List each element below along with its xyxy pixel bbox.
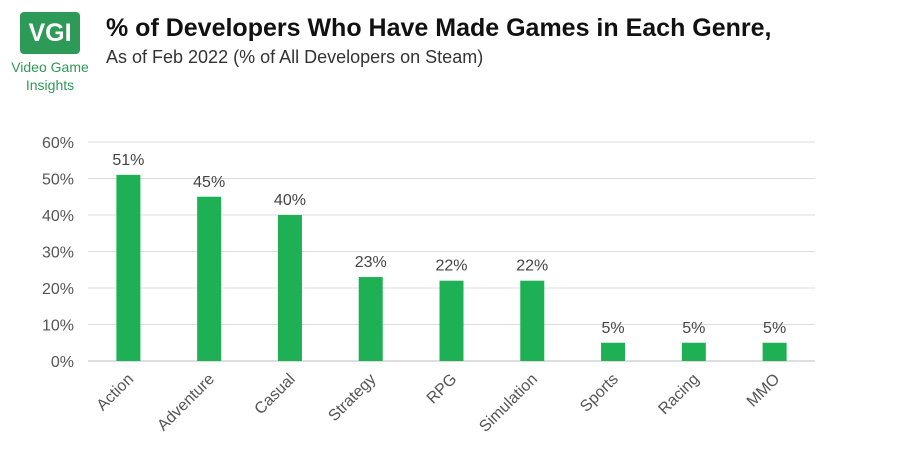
value-label: 5% [601,320,624,337]
chart-subtitle: As of Feb 2022 (% of All Developers on S… [106,47,484,67]
chart-title: % of Developers Who Have Made Games in E… [106,14,772,42]
bar [601,342,626,361]
value-label: 40% [274,192,306,209]
value-label: 23% [355,254,387,271]
bar [762,342,787,361]
bar [277,215,302,361]
bar [197,196,222,361]
value-label: 5% [682,320,705,337]
category-label: Sports [577,371,622,416]
y-tick-label: 60% [42,135,74,152]
y-tick-label: 30% [42,245,74,262]
category-label: MMO [744,371,784,411]
logo-text-line1: Video Game [11,59,89,75]
value-label: 5% [763,320,786,337]
category-label: RPG [424,371,461,408]
value-label: 22% [516,258,548,275]
bar [520,280,545,361]
category-label: Action [94,371,137,414]
bar [681,342,706,361]
category-label: Strategy [325,371,379,425]
category-label: Simulation [476,371,541,436]
vgi-logo: VGI Video Game Insights [10,12,90,93]
value-label: 51% [112,152,144,169]
category-label: Casual [252,371,299,418]
y-tick-label: 20% [42,281,74,298]
y-tick-label: 40% [42,208,74,225]
y-tick-label: 10% [42,318,74,335]
value-label: 22% [435,258,467,275]
bar [358,277,383,361]
category-label: Racing [655,371,702,418]
logo-mark: VGI [20,12,80,54]
y-tick-label: 0% [51,354,74,371]
bar [116,174,141,361]
bar [439,280,464,361]
logo-text-line2: Insights [25,77,75,93]
y-tick-label: 50% [42,172,74,189]
value-label: 45% [193,174,225,191]
category-label: Adventure [154,371,218,435]
